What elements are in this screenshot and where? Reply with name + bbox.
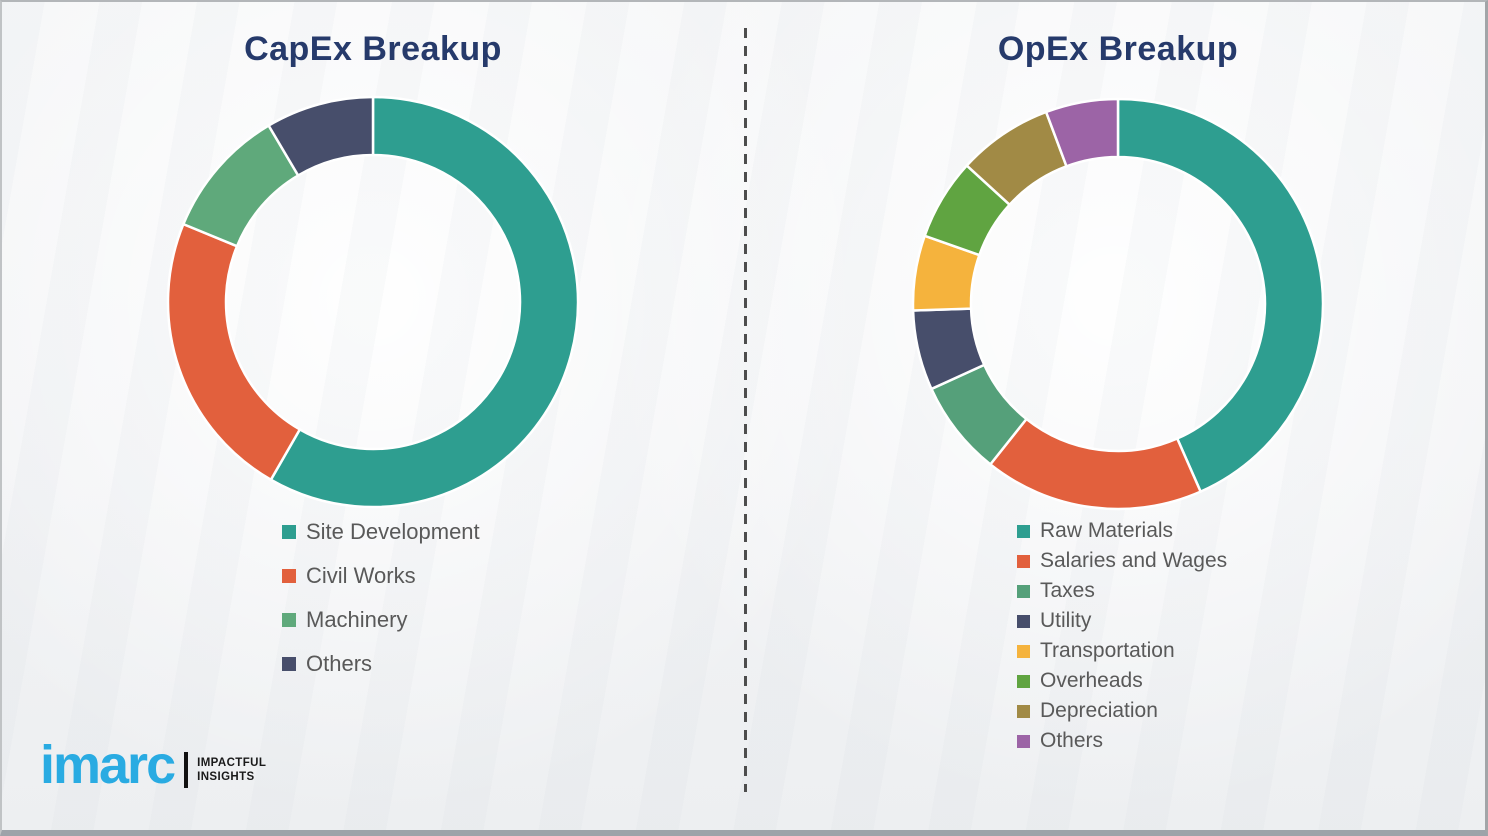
salaries-and-wages-swatch-icon xyxy=(1017,554,1030,568)
capex-breakup-legend-item-others: Others xyxy=(282,642,480,686)
opex-breakup-legend-item-overheads: Overheads xyxy=(1017,666,1227,696)
capex-donut-svg xyxy=(166,95,580,509)
opex-breakup-legend-item-salaries-and-wages: Salaries and Wages xyxy=(1017,546,1227,576)
legend-label: Depreciation xyxy=(1040,699,1158,722)
opex-breakup-segment-others xyxy=(1044,97,1120,168)
opex-breakup-legend-item-depreciation: Depreciation xyxy=(1017,696,1227,726)
opex-donut-chart xyxy=(911,97,1325,511)
legend-label: Utility xyxy=(1040,609,1092,632)
legend-label: Raw Materials xyxy=(1040,519,1174,542)
utility-swatch-icon xyxy=(1017,614,1030,628)
others-swatch-icon xyxy=(1017,734,1030,748)
opex-breakup-segment-raw-materials xyxy=(1116,97,1325,493)
capex-breakup-segment-site-development xyxy=(269,95,580,509)
opex-breakup-legend-item-taxes: Taxes xyxy=(1017,576,1227,606)
legend-label: Others xyxy=(306,651,373,676)
raw-materials-swatch-icon xyxy=(1017,524,1030,538)
vertical-dashed-divider xyxy=(744,28,747,792)
tagline-line2: INSIGHTS xyxy=(197,771,255,783)
imarc-logo-tagline: IMPACTFUL INSIGHTS xyxy=(197,756,266,784)
logo-divider-bar xyxy=(184,752,189,788)
legend-label: Taxes xyxy=(1040,579,1095,602)
capex-donut-chart xyxy=(166,95,580,509)
opex-breakup-legend-item-raw-materials: Raw Materials xyxy=(1017,516,1227,546)
legend-label: Site Development xyxy=(306,519,480,544)
depreciation-swatch-icon xyxy=(1017,704,1030,718)
legend-label: Transportation xyxy=(1040,639,1175,662)
capex-legend: Site Development Civil Works Machinery Othe… xyxy=(282,510,480,686)
legend-label: Machinery xyxy=(306,607,408,632)
site-development-swatch-icon xyxy=(282,525,296,539)
legend-label: Civil Works xyxy=(306,563,416,588)
opex-breakup-segment-salaries-and-wages xyxy=(989,417,1202,511)
opex-legend: Raw Materials Salaries and Wages Taxes Util… xyxy=(1017,516,1227,756)
capex-breakup-segment-others xyxy=(267,95,375,177)
opex-breakup-legend-item-others: Others xyxy=(1017,726,1227,756)
opex-donut-svg xyxy=(911,97,1325,511)
opex-breakup-legend-item-utility: Utility xyxy=(1017,606,1227,636)
legend-label: Salaries and Wages xyxy=(1040,549,1228,572)
capex-breakup-legend-item-site-development: Site Development xyxy=(282,510,480,554)
imarc-logo: imarc IMPACTFUL INSIGHTS xyxy=(40,738,266,792)
opex-breakup-legend-item-transportation: Transportation xyxy=(1017,636,1227,666)
overheads-swatch-icon xyxy=(1017,674,1030,688)
tagline-line1: IMPACTFUL xyxy=(197,757,267,769)
machinery-swatch-icon xyxy=(282,613,296,627)
capex-breakup-legend-item-civil-works: Civil Works xyxy=(282,554,480,598)
transportation-swatch-icon xyxy=(1017,644,1030,658)
others-swatch-icon xyxy=(282,657,296,671)
capex-breakup-segment-civil-works xyxy=(166,222,302,481)
capex-chart-title: CapEx Breakup xyxy=(244,30,502,68)
capex-breakup-legend-item-machinery: Machinery xyxy=(282,598,480,642)
taxes-swatch-icon xyxy=(1017,584,1030,598)
legend-label: Overheads xyxy=(1040,669,1143,692)
imarc-logo-wordmark: imarc xyxy=(40,735,176,795)
civil-works-swatch-icon xyxy=(282,569,296,583)
opex-chart-title: OpEx Breakup xyxy=(997,30,1239,68)
legend-label: Others xyxy=(1040,729,1104,752)
